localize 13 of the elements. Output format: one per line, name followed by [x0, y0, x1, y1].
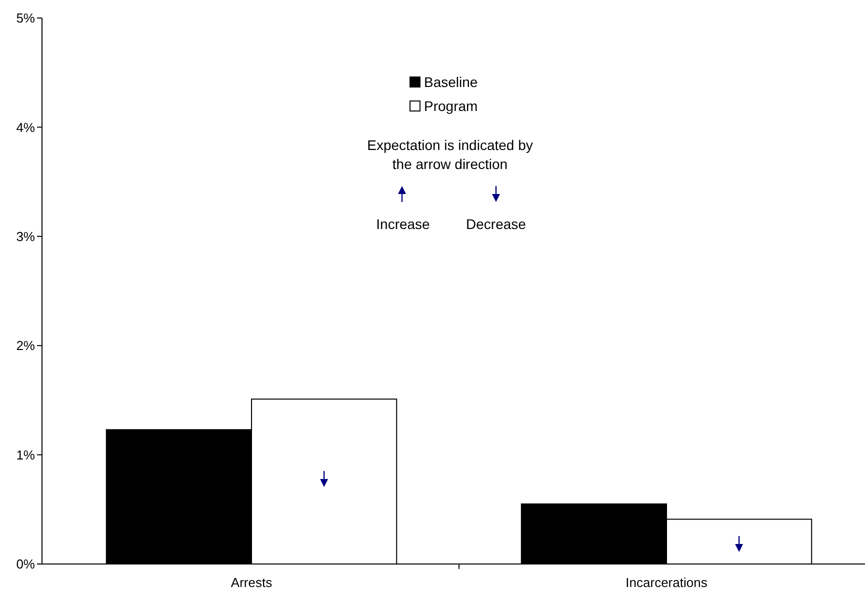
y-tick-label: 2%	[16, 338, 36, 354]
x-tick-label: Incarcerations	[626, 575, 708, 590]
annotation: Increase	[376, 216, 430, 232]
legend-label: Program	[424, 98, 478, 114]
x-tick-label: Arrests	[230, 575, 273, 590]
annotation: Expectation is indicated by the arrow direction	[367, 137, 533, 172]
y-tick-label: 5%	[16, 10, 36, 26]
legend-label: Baseline	[424, 74, 478, 90]
y-tick-label: 1%	[16, 447, 36, 462]
y-tick-label: 0%	[16, 556, 36, 572]
y-tick-label: 3%	[16, 228, 36, 244]
y-tick-label: 4%	[16, 120, 36, 135]
annotation: Decrease	[466, 216, 526, 232]
